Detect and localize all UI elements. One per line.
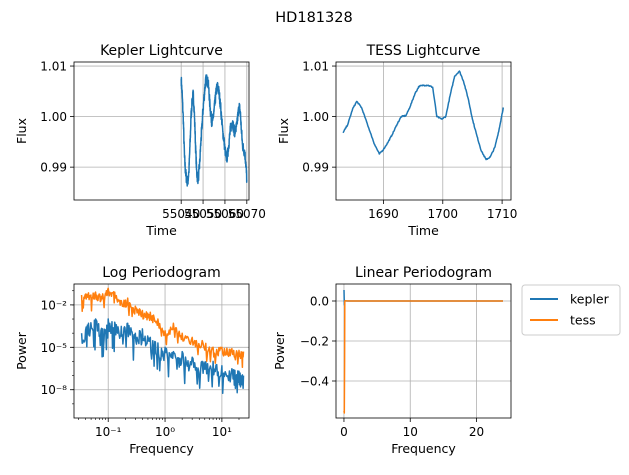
tess-lc-xtick-label: 1700 [428,207,459,221]
kepler-lc-xtick-label: 55070 [228,207,266,221]
legend-frame [521,284,621,336]
lin-pgram-ytick-label: 0.0 [310,295,329,309]
figure-suptitle: HD181328 [275,10,352,26]
lin-pgram-axes: 0 10 20 0.0 −0.2 −0.4 Linear Periodogram Freque… [272,265,512,456]
tess-lc-ytick-label: 1.01 [302,60,329,74]
log-pgram-xtick-label: 10⁰ [155,425,175,439]
tess-lc-axes: 1690 1700 1710 0.99 1.00 1.01 TESS Lightcurve T… [276,43,517,238]
kepler-lc-xtick-label: 55060 [206,207,244,221]
tess-lc-frame [335,61,512,201]
lin-pgram-frame [335,283,512,419]
kepler-lc-xtick-label: 55040 [162,207,200,221]
kepler-lc-ytick-label: 1.00 [40,110,67,124]
tess-lc-xtick-label: 1710 [487,207,518,221]
tess-lc-ytick-label: 1.00 [302,110,329,124]
lin-pgram-ytick-label: −0.4 [300,375,329,389]
log-pgram-xtick-label: 10¹ [212,425,232,439]
tess-lc-plot-area [342,70,505,161]
log-pgram-ytick-label: 10⁻⁵ [41,341,68,355]
kepler-lc-ytick-label: 0.99 [40,161,67,175]
lin-pgram-xtick-label: 10 [403,425,418,439]
legend-label-tess: tess [570,313,596,328]
kepler-lc-xtick-label: 55050 [184,207,222,221]
log-pgram-xlabel: Frequency [129,441,194,456]
lin-pgram-xtick-label: 0 [340,425,348,439]
lin-pgram-xtick-label: 20 [469,425,484,439]
kepler-lc-series-kepler [180,74,248,187]
log-pgram-series-kepler [80,318,245,395]
lin-pgram-ytick-label: −0.2 [300,335,329,349]
tess-lc-ytick-label: 0.99 [302,161,329,175]
lin-pgram-series-kepler [343,289,503,306]
tess-lc-series-kepler [342,70,505,161]
lin-pgram-series-tess [343,300,503,414]
log-pgram-xtick-label: 10⁻¹ [95,425,122,439]
kepler-lc-plot-area [180,74,248,187]
log-pgram-frame [73,283,250,419]
lin-pgram-title: Linear Periodogram [355,265,492,281]
log-pgram-axes: 10⁻¹ 10⁰ 10¹ 10⁻⁸ 10⁻⁵ 10⁻² Log Periodogram Fre… [14,265,250,456]
kepler-lc-frame [73,61,250,201]
tess-lc-title: TESS Lightcurve [366,43,481,59]
tess-lc-xtick-label: 1690 [368,207,399,221]
kepler-lc-ytick-label: 1.01 [40,60,67,74]
kepler-lc-ylabel: Flux [14,118,29,144]
log-pgram-series-tess [80,287,245,369]
log-pgram-ylabel: Power [14,331,29,370]
lin-pgram-plot-area [343,289,503,414]
log-pgram-title: Log Periodogram [102,265,221,281]
legend-label-kepler: kepler [570,292,610,307]
lin-pgram-xlabel: Frequency [391,441,456,456]
log-pgram-plot-area [80,287,245,395]
tess-lc-ylabel: Flux [276,118,291,144]
legend: kepler tess [521,284,621,336]
kepler-lc-title: Kepler Lightcurve [100,43,223,59]
tess-lc-xlabel: Time [407,223,439,238]
lin-pgram-ylabel: Power [272,331,287,370]
log-pgram-ytick-label: 10⁻⁸ [41,383,68,397]
kepler-lc-xlabel: Time [145,223,177,238]
log-pgram-ytick-label: 10⁻² [41,298,68,312]
